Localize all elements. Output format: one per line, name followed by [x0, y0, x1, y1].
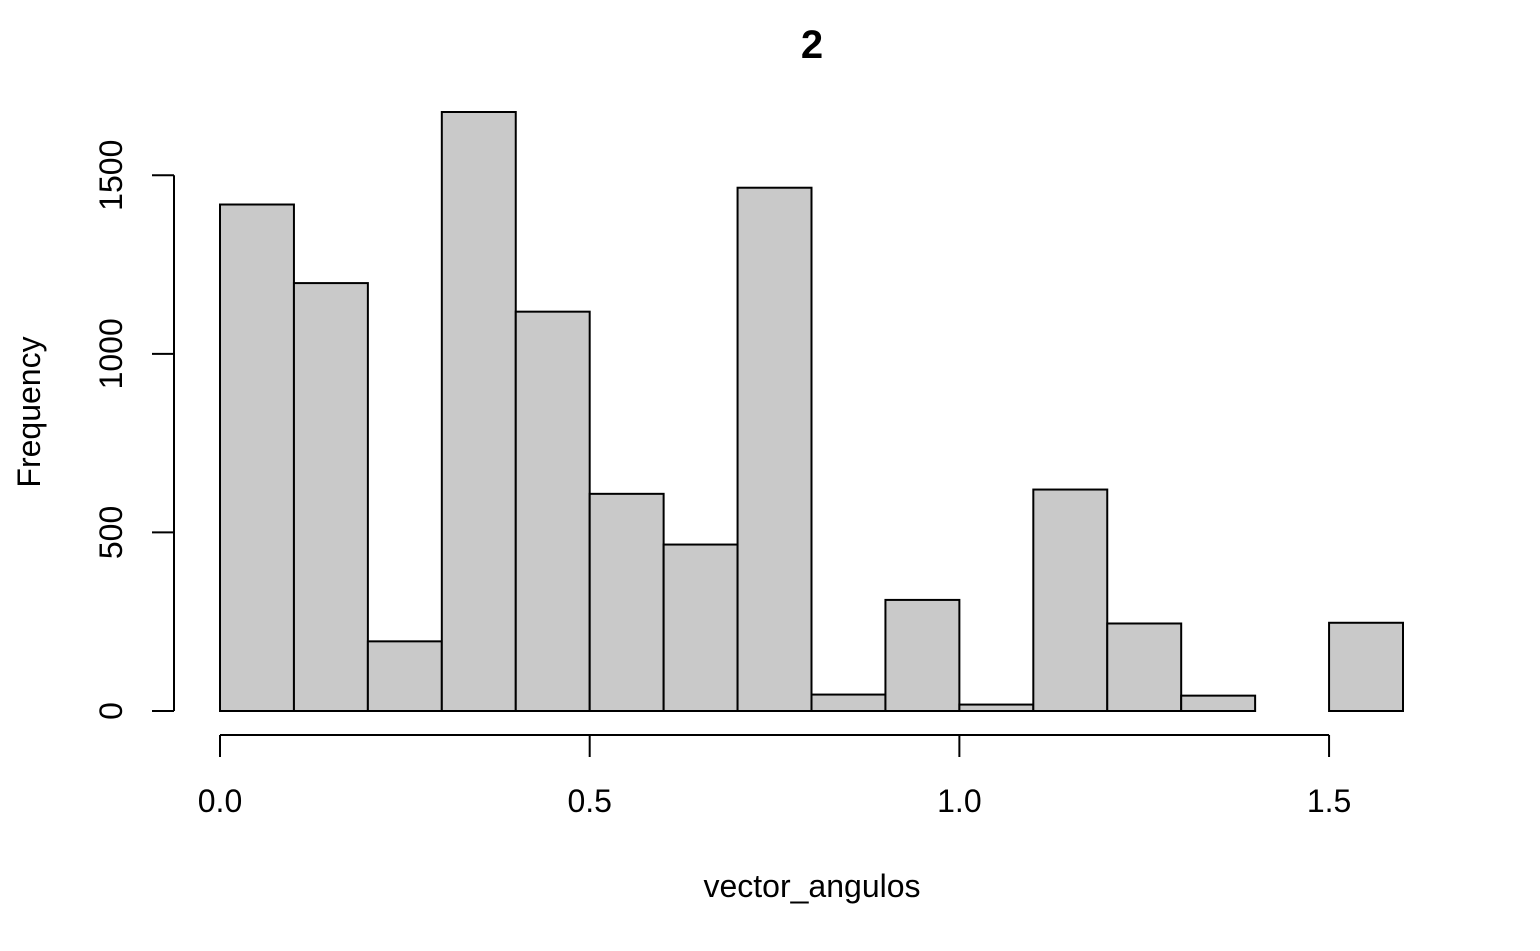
- histogram-bar: [1032, 488, 1109, 712]
- histogram-bar: [588, 492, 665, 712]
- x-axis-label: vector_angulos: [703, 868, 920, 904]
- y-tick-label: 1500: [93, 140, 129, 211]
- chart-title: 2: [801, 23, 823, 67]
- histogram-bar: [662, 543, 739, 712]
- histogram-bar: [1180, 694, 1257, 713]
- x-tick-label: 0.0: [198, 783, 242, 819]
- bars-group: [219, 111, 1404, 713]
- histogram-bar: [219, 203, 295, 713]
- x-axis: 0.0 0.5 1.0 1.5: [198, 734, 1351, 819]
- histogram-bar: [810, 693, 887, 712]
- histogram-bar: [514, 310, 591, 712]
- y-axis-label: Frequency: [11, 336, 47, 487]
- histogram-bar: [440, 111, 517, 712]
- x-tick-label: 1.5: [1307, 783, 1351, 819]
- histogram-bar: [292, 282, 369, 712]
- x-tick-label: 0.5: [567, 783, 611, 819]
- histogram-bar: [958, 703, 1035, 713]
- histogram-bar: [366, 640, 443, 712]
- histogram-bar: [884, 598, 961, 713]
- y-tick-label: 500: [93, 506, 129, 559]
- x-tick-label: 1.0: [937, 783, 981, 819]
- histogram-bar: [1328, 621, 1404, 713]
- histogram-bar: [1106, 622, 1183, 712]
- y-tick-label: 1000: [93, 318, 129, 389]
- histogram-bar: [736, 186, 813, 712]
- y-tick-label: 0: [93, 702, 129, 720]
- y-axis: 0 500 1000 1500: [93, 140, 175, 720]
